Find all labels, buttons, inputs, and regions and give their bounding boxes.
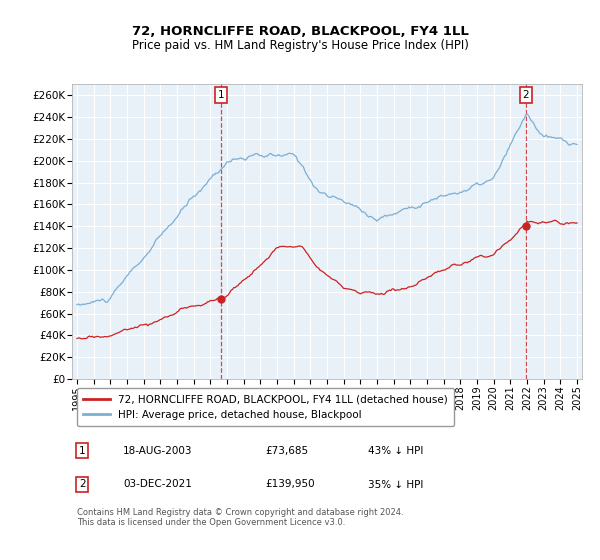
Text: £73,685: £73,685 [266,446,309,455]
Text: 18-AUG-2003: 18-AUG-2003 [123,446,193,455]
Text: £139,950: £139,950 [266,479,316,489]
Text: 1: 1 [217,90,224,100]
Legend: 72, HORNCLIFFE ROAD, BLACKPOOL, FY4 1LL (detached house), HPI: Average price, de: 72, HORNCLIFFE ROAD, BLACKPOOL, FY4 1LL … [77,389,454,426]
Text: 43% ↓ HPI: 43% ↓ HPI [368,446,423,455]
Text: Contains HM Land Registry data © Crown copyright and database right 2024.
This d: Contains HM Land Registry data © Crown c… [77,508,404,528]
Text: 72, HORNCLIFFE ROAD, BLACKPOOL, FY4 1LL: 72, HORNCLIFFE ROAD, BLACKPOOL, FY4 1LL [131,25,469,38]
Text: 2: 2 [523,90,529,100]
Text: 1: 1 [79,446,86,455]
Text: 03-DEC-2021: 03-DEC-2021 [123,479,192,489]
Text: 35% ↓ HPI: 35% ↓ HPI [368,479,423,489]
Text: 2: 2 [79,479,86,489]
Text: Price paid vs. HM Land Registry's House Price Index (HPI): Price paid vs. HM Land Registry's House … [131,39,469,52]
